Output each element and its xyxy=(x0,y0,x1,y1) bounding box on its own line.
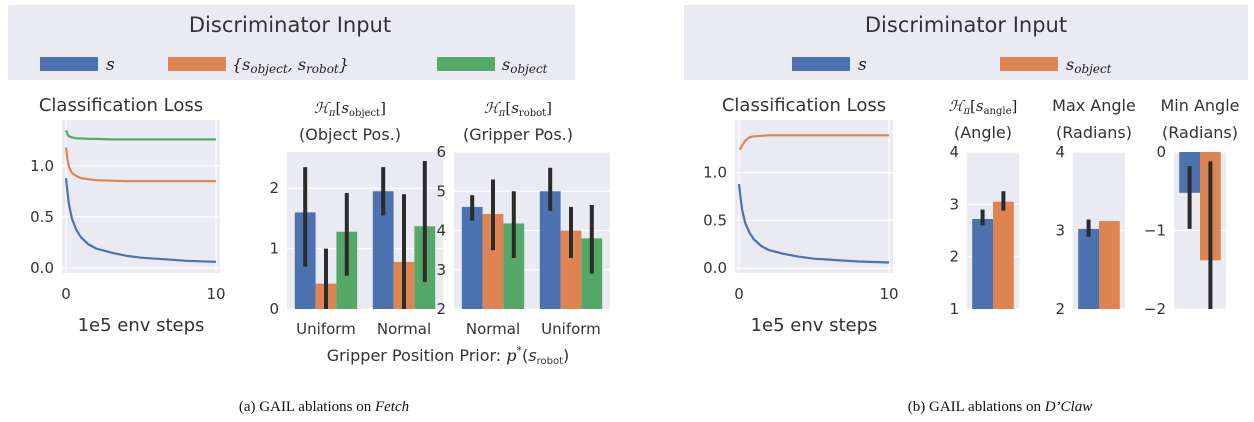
y-tick-label: 2 xyxy=(436,300,446,318)
x-tick-label: 0 xyxy=(734,285,744,303)
y-tick-label: 3 xyxy=(436,261,446,279)
y-tick-label: 0.0 xyxy=(30,259,54,277)
chart-b_angle: 1 2 3 4 xyxy=(949,143,1019,318)
bar xyxy=(482,214,504,309)
x-tick-label: 0 xyxy=(61,285,71,303)
svg-text:(b) GAIL ablations on D’Claw: (b) GAIL ablations on D’Claw xyxy=(908,399,1092,415)
y-tick-label: 2 xyxy=(1055,300,1065,318)
y-tick-label: 3 xyxy=(1055,222,1065,240)
legend-a-title: Discriminator Input xyxy=(189,13,391,37)
series-line xyxy=(737,183,890,264)
x-axis-label: 1e5 env steps xyxy=(78,315,205,336)
legend-a-swatch-s xyxy=(40,57,98,71)
legend-b-title: Discriminator Input xyxy=(865,13,1067,37)
legend-a: Discriminator Input s {sobject, srobot} … xyxy=(8,5,575,80)
y-tick-label: 0.5 xyxy=(703,211,727,229)
x-tick-label: Normal xyxy=(466,320,520,338)
series-line xyxy=(64,177,217,263)
y-tick-label: −1 xyxy=(1144,222,1166,240)
legend-a-swatch-pair xyxy=(168,57,226,71)
chart-b_max: 2 3 4 xyxy=(1055,143,1125,318)
svg-text:(Angle): (Angle) xyxy=(954,123,1012,142)
y-tick-label: 6 xyxy=(436,143,446,161)
y-tick-label: 3 xyxy=(949,195,959,213)
legend-b-swatch-object xyxy=(1000,57,1058,71)
legend-a-swatch-object xyxy=(437,57,495,71)
y-tick-label: −2 xyxy=(1144,300,1166,318)
a-loss-title: Classification Loss xyxy=(39,95,203,116)
svg-text:ℋπ[sangle]: ℋπ[sangle] xyxy=(949,97,1018,117)
y-tick-label: 1 xyxy=(949,300,959,318)
b-min-title: Min Angle (Radians) xyxy=(1160,96,1239,142)
chart-a_obj: 0 1 2 Uniform Normal xyxy=(269,152,443,338)
legend-b-swatch-s xyxy=(792,57,850,71)
series-line xyxy=(64,147,216,183)
bar xyxy=(560,230,582,309)
y-tick-label: 0 xyxy=(1156,143,1166,161)
bar xyxy=(993,201,1014,309)
y-tick-label: 0.0 xyxy=(703,259,727,277)
y-tick-label: 0 xyxy=(269,300,279,318)
y-tick-label: 2 xyxy=(949,248,959,266)
plot-area xyxy=(62,120,220,273)
bar xyxy=(461,206,483,309)
a-shared-xlabel: Gripper Position Prior: p*(srobot) xyxy=(327,344,570,367)
svg-text:Min Angle: Min Angle xyxy=(1160,96,1239,115)
x-tick-label: Normal xyxy=(377,320,431,338)
svg-text:Max Angle: Max Angle xyxy=(1052,96,1136,115)
svg-text:(Object Pos.): (Object Pos.) xyxy=(299,125,401,144)
a-obj-title: ℋπ[sobject] (Object Pos.) xyxy=(299,99,401,144)
caption-b: (b) GAIL ablations on D’Claw xyxy=(908,399,1092,415)
svg-text:ℋπ[sobject]: ℋπ[sobject] xyxy=(314,99,386,119)
x-tick-label: Uniform xyxy=(296,320,356,338)
caption-a: (a) GAIL ablations on Fetch xyxy=(239,399,409,415)
y-tick-label: 4 xyxy=(949,143,959,161)
svg-text:(a) GAIL ablations on Fetch: (a) GAIL ablations on Fetch xyxy=(239,399,409,415)
bar xyxy=(1099,221,1120,309)
svg-text:(Radians): (Radians) xyxy=(1162,123,1238,142)
bar xyxy=(503,223,525,309)
b-max-title: Max Angle (Radians) xyxy=(1052,96,1136,142)
b-loss-title: Classification Loss xyxy=(722,95,886,116)
chart-a_grip: 2 3 4 5 6 Normal Uniform xyxy=(436,143,610,338)
x-axis-label: 1e5 env steps xyxy=(751,315,878,336)
y-tick-label: 1 xyxy=(269,240,279,258)
bar xyxy=(372,191,394,309)
y-tick-label: 4 xyxy=(436,222,446,240)
svg-text:ℋπ[srobot]: ℋπ[srobot] xyxy=(484,99,552,119)
svg-text:(Radians): (Radians) xyxy=(1056,123,1132,142)
svg-text:(Gripper Pos.): (Gripper Pos.) xyxy=(463,125,573,144)
y-tick-label: 1.0 xyxy=(30,157,54,175)
series-line xyxy=(739,134,889,150)
y-tick-label: 5 xyxy=(436,182,446,200)
x-tick-label: 10 xyxy=(206,285,225,303)
legend-b: Discriminator Input s sobject xyxy=(684,5,1248,80)
plot-area xyxy=(735,120,893,273)
x-tick-label: 10 xyxy=(879,285,898,303)
y-tick-label: 1.0 xyxy=(703,164,727,182)
y-tick-label: 2 xyxy=(269,179,279,197)
chart-b_min: −2 −1 0 xyxy=(1144,143,1226,318)
y-tick-label: 0.5 xyxy=(30,208,54,226)
x-tick-label: Uniform xyxy=(541,320,601,338)
legend-b-label-s: s xyxy=(858,55,867,75)
legend-a-label-s: s xyxy=(106,55,115,75)
b-angle-title: ℋπ[sangle] (Angle) xyxy=(949,97,1018,142)
legend-b-background xyxy=(684,5,1248,80)
svg-text:Gripper Position Prior: p*(sro: Gripper Position Prior: p*(srobot) xyxy=(327,344,570,367)
bar xyxy=(972,218,993,309)
series-line xyxy=(64,129,216,141)
bar xyxy=(1078,228,1099,309)
bar xyxy=(539,191,561,309)
y-tick-label: 4 xyxy=(1055,143,1065,161)
a-grip-title: ℋπ[srobot] (Gripper Pos.) xyxy=(463,99,573,144)
